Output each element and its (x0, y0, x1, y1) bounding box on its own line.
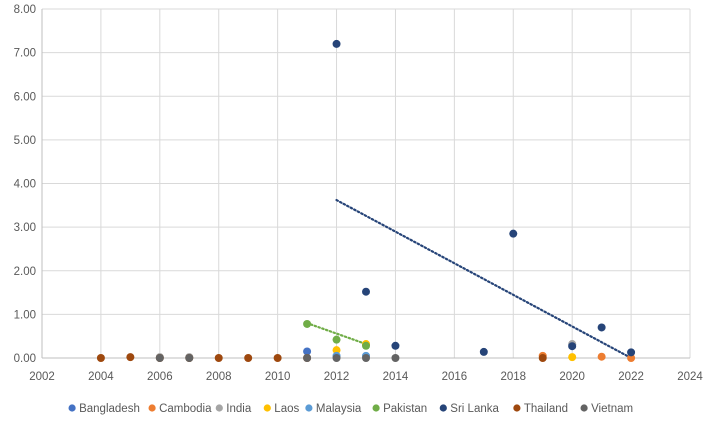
point-sri-lanka (509, 229, 518, 238)
legend-marker (215, 404, 223, 412)
x-tick-label: 2010 (265, 371, 291, 383)
x-tick-label: 2018 (500, 371, 526, 383)
point-sri-lanka (362, 287, 370, 296)
point-pakistan (332, 335, 341, 344)
point-laos (568, 353, 577, 362)
trendlines (305, 198, 633, 360)
point-sri-lanka (597, 323, 606, 332)
legend-marker (305, 404, 313, 412)
legend-item-india: India (215, 403, 252, 415)
point-vietnam (362, 354, 370, 362)
point-thailand (126, 353, 135, 362)
point-bangladesh (303, 347, 312, 356)
legend-item-laos: Laos (263, 403, 299, 415)
point-vietnam (303, 354, 312, 362)
y-tick-label: 2.00 (14, 266, 36, 278)
legend-label: Thailand (524, 403, 568, 415)
y-tick-label: 5.00 (14, 135, 36, 147)
x-tick-label: 2014 (383, 371, 409, 383)
legend-label: Laos (274, 403, 299, 415)
point-thailand (538, 354, 547, 362)
y-tick-label: 0.00 (14, 353, 36, 365)
legend-marker (513, 404, 521, 412)
point-pakistan (362, 341, 370, 350)
gridlines (42, 8, 691, 358)
point-cambodia (597, 352, 606, 361)
point-laos (332, 346, 341, 355)
point-vietnam (332, 354, 341, 362)
point-thailand (273, 354, 282, 362)
y-tick-label: 8.00 (14, 4, 36, 16)
legend-marker (580, 404, 588, 412)
legend-item-sri-lanka: Sri Lanka (439, 403, 499, 415)
point-vietnam (391, 354, 400, 362)
trendline-pakistan (305, 322, 368, 346)
legend-item-thailand: Thailand (513, 403, 568, 415)
axes: 0.00 1.00 2.00 3.00 4.00 5.00 6.00 7.00 8.00 2002… (14, 4, 704, 383)
legend-label: Vietnam (591, 403, 633, 415)
legend-marker (263, 404, 271, 412)
point-thailand (96, 354, 105, 362)
y-tick-label: 4.00 (14, 179, 36, 191)
point-sri-lanka (332, 39, 341, 48)
data-points (96, 39, 636, 362)
legend-label: Cambodia (159, 403, 212, 415)
legend-label: Sri Lanka (450, 403, 499, 415)
legend-item-malaysia: Malaysia (305, 403, 362, 415)
point-sri-lanka (627, 348, 636, 357)
point-sri-lanka (391, 341, 400, 350)
x-tick-label: 2004 (88, 371, 114, 383)
x-tick-label: 2008 (206, 371, 232, 383)
legend-marker (148, 404, 156, 412)
legend-item-pakistan: Pakistan (372, 403, 427, 415)
legend-label: Bangladesh (79, 403, 140, 415)
point-cambodia (627, 354, 636, 362)
legend-item-cambodia: Cambodia (148, 403, 212, 415)
y-tick-label: 6.00 (14, 91, 36, 103)
legend-marker (439, 404, 447, 412)
point-thailand (244, 354, 253, 362)
point-vietnam (185, 354, 194, 362)
legend-marker (372, 404, 380, 412)
x-tick-label: 2006 (147, 371, 173, 383)
legend-label: Pakistan (383, 403, 427, 415)
legend-item-vietnam: Vietnam (580, 403, 633, 415)
legend-label: Malaysia (316, 403, 362, 415)
point-thailand (214, 354, 223, 362)
legend-marker (68, 404, 76, 412)
trendline-sri-lanka (335, 198, 633, 360)
legend-item-bangladesh: Bangladesh (68, 403, 140, 415)
x-tick-label: 2022 (618, 371, 644, 383)
legend: Bangladesh Cambodia India Laos Malaysia Pakis… (68, 403, 633, 415)
point-sri-lanka (568, 342, 577, 351)
y-tick-label: 3.00 (14, 222, 36, 234)
point-pakistan (303, 319, 312, 328)
y-tick-label: 7.00 (14, 48, 36, 60)
point-sri-lanka (479, 347, 488, 356)
x-tick-label: 2024 (677, 371, 703, 383)
x-tick-label: 2016 (442, 371, 468, 383)
x-tick-label: 2002 (29, 371, 55, 383)
point-vietnam (155, 354, 164, 362)
x-tick-label: 2012 (324, 371, 350, 383)
y-tick-label: 1.00 (14, 309, 36, 321)
legend-label: India (226, 403, 252, 415)
x-tick-label: 2020 (559, 371, 585, 383)
